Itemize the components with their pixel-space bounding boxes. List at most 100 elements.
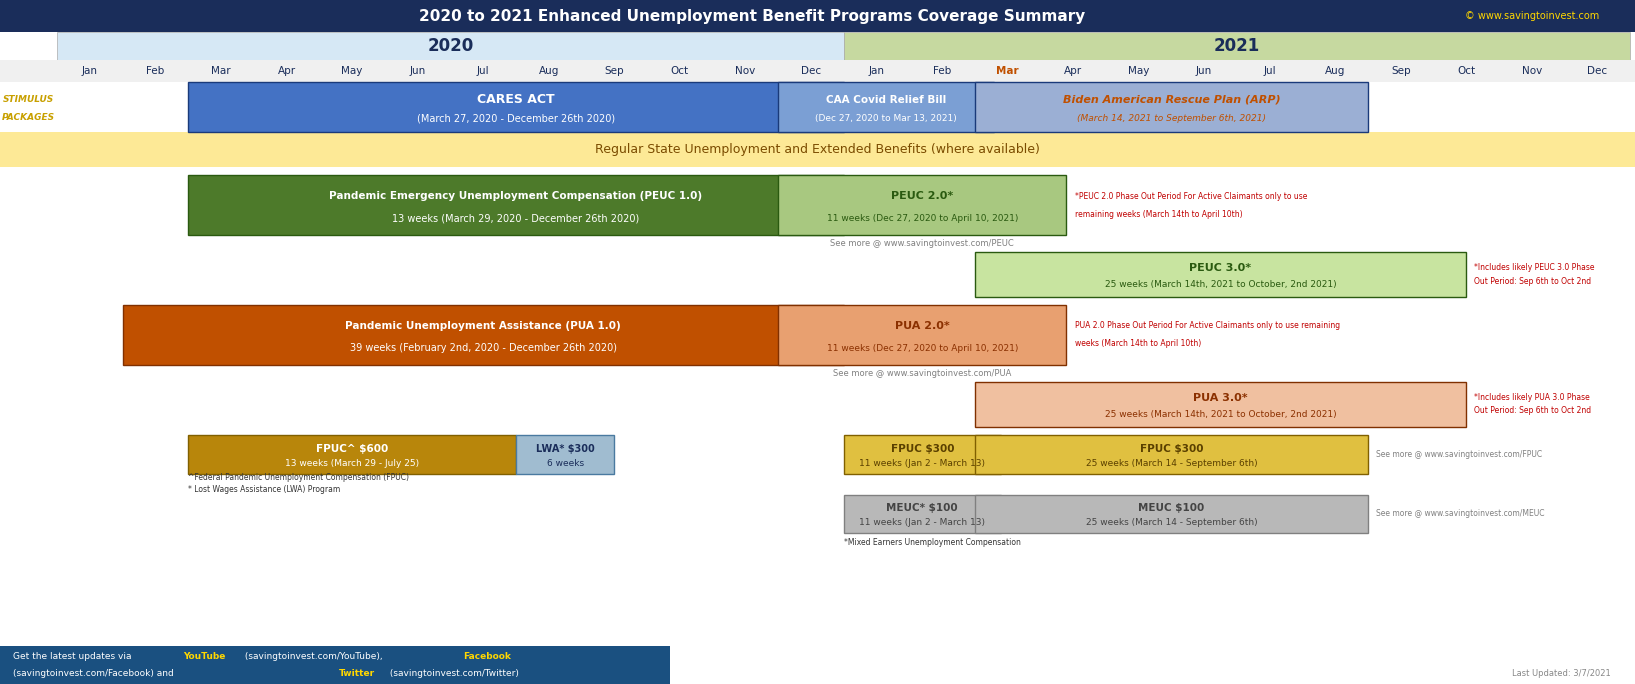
- Text: 11 weeks (Jan 2 - March 13): 11 weeks (Jan 2 - March 13): [860, 459, 986, 468]
- Text: Pandemic Emergency Unemployment Compensation (PEUC 1.0): Pandemic Emergency Unemployment Compensa…: [329, 192, 703, 201]
- Text: See more @ www.savingtoinvest.com/PEUC: See more @ www.savingtoinvest.com/PEUC: [831, 239, 1014, 248]
- Text: Regular State Unemployment and Extended Benefits (where available): Regular State Unemployment and Extended …: [595, 143, 1040, 156]
- Text: 25 weeks (March 14 - September 6th): 25 weeks (March 14 - September 6th): [1086, 459, 1257, 468]
- Text: LWA* $300: LWA* $300: [536, 444, 595, 453]
- Text: Twitter: Twitter: [338, 669, 374, 678]
- Text: 2021: 2021: [1213, 37, 1261, 55]
- Text: CAA Covid Relief Bill: CAA Covid Relief Bill: [826, 94, 947, 105]
- Text: © www.savingtoinvest.com: © www.savingtoinvest.com: [1465, 11, 1599, 21]
- FancyBboxPatch shape: [517, 435, 615, 475]
- FancyBboxPatch shape: [0, 0, 1635, 32]
- Text: Jul: Jul: [477, 66, 489, 76]
- Text: May: May: [1128, 66, 1149, 76]
- Text: (March 14, 2021 to September 6th, 2021): (March 14, 2021 to September 6th, 2021): [1077, 114, 1265, 122]
- Text: Dec: Dec: [1588, 66, 1607, 76]
- Text: Apr: Apr: [1064, 66, 1082, 76]
- FancyBboxPatch shape: [974, 252, 1467, 297]
- Text: FPUC $300: FPUC $300: [1140, 444, 1203, 453]
- Text: Oct: Oct: [1457, 66, 1475, 76]
- Text: (savingtoinvest.com/Facebook) and: (savingtoinvest.com/Facebook) and: [13, 669, 177, 678]
- Text: Jan: Jan: [82, 66, 98, 76]
- Text: Mar: Mar: [211, 66, 231, 76]
- Text: See more @ www.savingtoinvest.com/MEUC: See more @ www.savingtoinvest.com/MEUC: [1377, 510, 1545, 518]
- Text: 2020 to 2021 Enhanced Unemployment Benefit Programs Coverage Summary: 2020 to 2021 Enhanced Unemployment Benef…: [419, 8, 1086, 23]
- FancyBboxPatch shape: [844, 435, 1001, 475]
- Text: PACKAGES: PACKAGES: [2, 112, 56, 122]
- FancyBboxPatch shape: [778, 305, 1066, 365]
- Text: Dec: Dec: [801, 66, 821, 76]
- Text: 13 weeks (March 29, 2020 - December 26th 2020): 13 weeks (March 29, 2020 - December 26th…: [392, 213, 639, 224]
- Text: * Lost Wages Assistance (LWA) Program: * Lost Wages Assistance (LWA) Program: [188, 485, 340, 494]
- Text: PEUC 3.0*: PEUC 3.0*: [1189, 263, 1251, 273]
- Text: Mar: Mar: [996, 66, 1019, 76]
- FancyBboxPatch shape: [188, 82, 844, 132]
- Text: Out Period: Sep 6th to Oct 2nd: Out Period: Sep 6th to Oct 2nd: [1475, 406, 1591, 415]
- Text: Pandemic Unemployment Assistance (PUA 1.0): Pandemic Unemployment Assistance (PUA 1.…: [345, 321, 621, 331]
- Text: Jul: Jul: [1264, 66, 1275, 76]
- Text: Feb: Feb: [934, 66, 952, 76]
- FancyBboxPatch shape: [778, 82, 994, 132]
- Text: See more @ www.savingtoinvest.com/PUA: See more @ www.savingtoinvest.com/PUA: [834, 369, 1012, 378]
- Text: 25 weeks (March 14th, 2021 to October, 2nd 2021): 25 weeks (March 14th, 2021 to October, 2…: [1105, 280, 1336, 289]
- Text: *Mixed Earners Unemployment Compensation: *Mixed Earners Unemployment Compensation: [844, 538, 1020, 547]
- Text: 25 weeks (March 14th, 2021 to October, 2nd 2021): 25 weeks (March 14th, 2021 to October, 2…: [1105, 410, 1336, 419]
- FancyBboxPatch shape: [0, 646, 670, 684]
- Text: Nov: Nov: [1522, 66, 1542, 76]
- FancyBboxPatch shape: [778, 175, 1066, 235]
- Text: *Includes likely PEUC 3.0 Phase: *Includes likely PEUC 3.0 Phase: [1475, 263, 1594, 272]
- FancyBboxPatch shape: [123, 305, 844, 365]
- Text: ^Federal Pandemic Unemployment Compensation (FPUC): ^Federal Pandemic Unemployment Compensat…: [188, 473, 409, 482]
- Text: Out Period: Sep 6th to Oct 2nd: Out Period: Sep 6th to Oct 2nd: [1475, 277, 1591, 286]
- Text: May: May: [342, 66, 363, 76]
- Text: Apr: Apr: [278, 66, 296, 76]
- Text: PEUC 2.0*: PEUC 2.0*: [891, 192, 953, 201]
- Text: remaining weeks (March 14th to April 10th): remaining weeks (March 14th to April 10t…: [1074, 210, 1243, 219]
- Text: YouTube: YouTube: [183, 653, 226, 661]
- Text: 13 weeks (March 29 - July 25): 13 weeks (March 29 - July 25): [284, 459, 419, 468]
- Text: Aug: Aug: [538, 66, 559, 76]
- FancyBboxPatch shape: [974, 495, 1368, 533]
- Text: 11 weeks (Dec 27, 2020 to April 10, 2021): 11 weeks (Dec 27, 2020 to April 10, 2021…: [827, 343, 1019, 353]
- FancyBboxPatch shape: [0, 132, 1635, 167]
- Text: (savingtoinvest.com/Twitter): (savingtoinvest.com/Twitter): [387, 669, 520, 678]
- Text: MEUC $100: MEUC $100: [1138, 503, 1205, 513]
- FancyBboxPatch shape: [844, 32, 1630, 60]
- Text: Jun: Jun: [409, 66, 425, 76]
- Text: Biden American Rescue Plan (ARP): Biden American Rescue Plan (ARP): [1063, 94, 1280, 105]
- Text: CARES ACT: CARES ACT: [477, 93, 554, 106]
- Text: (March 27, 2020 - December 26th 2020): (March 27, 2020 - December 26th 2020): [417, 113, 615, 123]
- Text: STIMULUS: STIMULUS: [3, 95, 54, 104]
- FancyBboxPatch shape: [188, 435, 517, 475]
- Text: PUA 2.0*: PUA 2.0*: [894, 321, 950, 331]
- Text: Aug: Aug: [1324, 66, 1346, 76]
- Text: MEUC* $100: MEUC* $100: [886, 503, 958, 513]
- Text: PUA 3.0*: PUA 3.0*: [1194, 393, 1248, 403]
- Text: Nov: Nov: [736, 66, 755, 76]
- FancyBboxPatch shape: [844, 495, 1001, 533]
- Text: Jun: Jun: [1195, 66, 1212, 76]
- Text: 2020: 2020: [427, 37, 474, 55]
- Text: Oct: Oct: [670, 66, 688, 76]
- Text: Sep: Sep: [1391, 66, 1411, 76]
- Text: 6 weeks: 6 weeks: [546, 459, 584, 468]
- Text: 25 weeks (March 14 - September 6th): 25 weeks (March 14 - September 6th): [1086, 518, 1257, 527]
- Text: FPUC $300: FPUC $300: [891, 444, 955, 453]
- FancyBboxPatch shape: [974, 382, 1467, 427]
- FancyBboxPatch shape: [0, 60, 1635, 82]
- Text: Sep: Sep: [605, 66, 625, 76]
- Text: weeks (March 14th to April 10th): weeks (March 14th to April 10th): [1074, 339, 1202, 348]
- Text: PUA 2.0 Phase Out Period For Active Claimants only to use remaining: PUA 2.0 Phase Out Period For Active Clai…: [1074, 321, 1339, 330]
- FancyBboxPatch shape: [57, 32, 844, 60]
- Text: *PEUC 2.0 Phase Out Period For Active Claimants only to use: *PEUC 2.0 Phase Out Period For Active Cl…: [1074, 192, 1306, 200]
- Text: 11 weeks (Jan 2 - March 13): 11 weeks (Jan 2 - March 13): [860, 518, 986, 527]
- Text: See more @ www.savingtoinvest.com/FPUC: See more @ www.savingtoinvest.com/FPUC: [1377, 450, 1542, 459]
- Text: Jan: Jan: [868, 66, 885, 76]
- Text: Facebook: Facebook: [463, 653, 510, 661]
- FancyBboxPatch shape: [974, 435, 1368, 475]
- Text: Get the latest updates via: Get the latest updates via: [13, 653, 134, 661]
- Text: Feb: Feb: [147, 66, 165, 76]
- Text: 39 weeks (February 2nd, 2020 - December 26th 2020): 39 weeks (February 2nd, 2020 - December …: [350, 343, 616, 353]
- FancyBboxPatch shape: [188, 175, 844, 235]
- FancyBboxPatch shape: [974, 82, 1368, 132]
- Text: FPUC^ $600: FPUC^ $600: [316, 444, 387, 453]
